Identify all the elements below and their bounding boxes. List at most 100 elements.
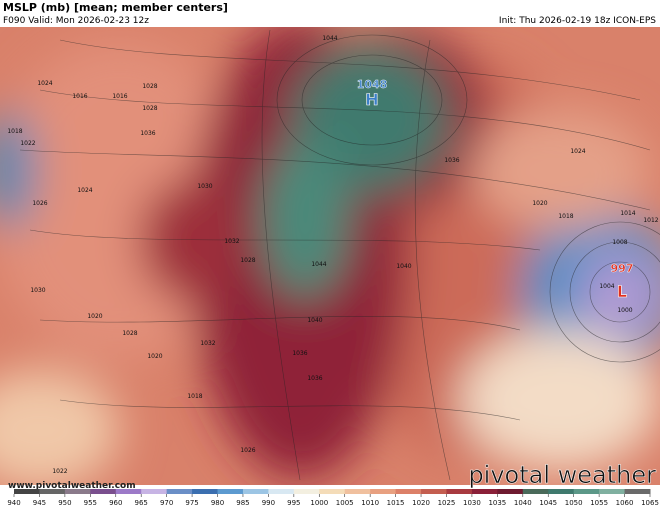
colorbar-swatch [471,489,498,494]
isobar-label: 1024 [77,187,92,194]
colorbar-label: 1000 [310,499,328,507]
isobar-label: 1044 [311,261,326,268]
colorbar-swatch [64,489,91,494]
colorbar-swatch [14,489,40,494]
colorbar-swatch [39,489,66,494]
isobar-label: 1018 [7,128,22,135]
colorbar-swatch [497,489,524,494]
isobar-label: 1028 [122,330,137,337]
isobar-label: 1016 [72,93,87,100]
colorbar-label: 1065 [641,499,659,507]
isobar-label: 1028 [142,83,157,90]
colorbar-label: 1060 [616,499,634,507]
colorbar-swatch [446,489,473,494]
colorbar-swatch [217,489,244,494]
center-value: 997 [611,262,634,275]
title: MSLP (mb) [mean; member centers] [3,1,228,14]
isobar-label: 1032 [200,340,215,347]
colorbar-swatch [395,489,422,494]
map: 1044 1040 1036 1032 1028 1024 1020 1016 1012 1008… [0,27,660,485]
colorbar-swatch [166,489,193,494]
colorbar-swatch [548,489,575,494]
isobar-label: 1044 [322,35,337,42]
isobar-label: 1028 [142,105,157,112]
isobar-label: 1022 [52,468,67,475]
colorbar-label: 960 [109,499,122,507]
isobar-label: 1040 [396,263,411,270]
colorbar-swatch [370,489,397,494]
isobar-label: 1000 [617,307,632,314]
colorbar-swatch [573,489,600,494]
isobar-label: 1018 [187,393,202,400]
watermark: www.pivotalweather.com [8,481,136,491]
isobar-label: 1036 [444,157,459,164]
isobar-label: 1026 [32,200,47,207]
logo: pivotal weather [468,461,656,489]
colorbar-label: 975 [185,499,198,507]
isobar-label: 1040 [307,317,322,324]
isobar-label: 1008 [612,239,627,246]
colorbar-swatch [192,489,219,494]
colorbar-label: 950 [58,499,71,507]
colorbar-label: 1020 [412,499,430,507]
isobar-label: 1024 [570,148,585,155]
colorbar-label: 980 [211,499,224,507]
colorbar-label: 970 [160,499,173,507]
colorbar-label: 940 [7,499,20,507]
isobar-label: 1020 [147,353,162,360]
colorbar-swatch [344,489,371,494]
colorbar-swatch [293,489,320,494]
colorbar-swatch [599,489,626,494]
colorbar-swatch [522,489,549,494]
colorbar-label: 995 [287,499,300,507]
center-value: 1048 [357,78,388,91]
isobar-label: 1018 [558,213,573,220]
isobar-label: 1016 [112,93,127,100]
isobar-label: 1036 [307,375,322,382]
colorbar-label: 1015 [387,499,405,507]
colorbar-label: 1035 [488,499,506,507]
colorbar-swatch [115,489,142,494]
colorbar: 940 945 950 955 960 965 970 975 980 985 990 995 1000… [7,489,659,507]
header-bg [0,0,660,27]
colorbar-label: 1030 [463,499,481,507]
colorbar-label: 1050 [565,499,583,507]
center-symbol: H [365,90,378,109]
colorbar-swatch [421,489,447,494]
isobar-label: 1020 [87,313,102,320]
isobar-label: 1024 [37,80,52,87]
colorbar-swatch [624,489,651,494]
colorbar-label: 1005 [336,499,354,507]
isobar-label: 1030 [197,183,212,190]
isobar-label: 1030 [30,287,45,294]
isobar-label: 1012 [643,217,658,224]
isobar-label: 1036 [292,350,307,357]
isobar-label: 1032 [224,238,239,245]
colorbar-label: 1040 [514,499,532,507]
colorbar-label: 990 [262,499,275,507]
valid-time: F090 Valid: Mon 2026-02-23 12z [3,16,149,26]
colorbar-swatch [141,489,168,494]
isobar-label: 1014 [620,210,635,217]
colorbar-swatch [319,489,346,494]
colorbar-label: 955 [84,499,97,507]
colorbar-label: 965 [135,499,148,507]
colorbar-label: 945 [33,499,46,507]
center-symbol: L [617,282,627,301]
isobar-label: 1028 [240,257,255,264]
isobar-label: 1026 [240,447,255,454]
isobar-label: 1020 [532,200,547,207]
colorbar-label: 985 [236,499,249,507]
colorbar-label: 1010 [361,499,379,507]
colorbar-swatch [242,489,269,494]
colorbar-label: 1025 [438,499,456,507]
colorbar-label: 1055 [590,499,608,507]
colorbar-label: 1045 [539,499,557,507]
isobar-label: 1036 [140,130,155,137]
isobar-label: 1022 [20,140,35,147]
isobar-label: 1004 [599,283,614,290]
colorbar-swatch [268,489,295,494]
init-time: Init: Thu 2026-02-19 18z ICON-EPS [499,16,656,26]
colorbar-swatch [90,489,117,494]
